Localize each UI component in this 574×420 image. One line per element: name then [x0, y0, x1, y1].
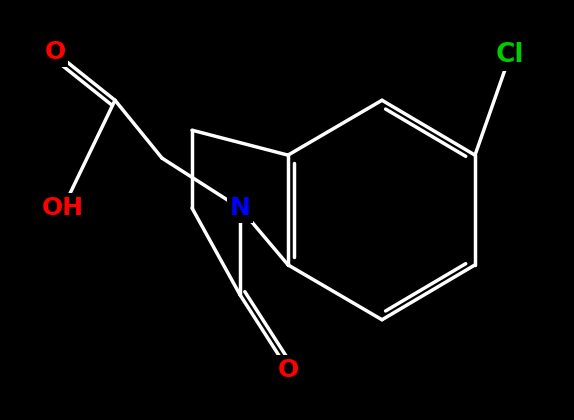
Text: O: O — [44, 40, 65, 64]
Text: N: N — [230, 196, 250, 220]
Text: O: O — [277, 357, 298, 382]
Text: OH: OH — [42, 196, 84, 220]
Text: Cl: Cl — [496, 42, 524, 68]
